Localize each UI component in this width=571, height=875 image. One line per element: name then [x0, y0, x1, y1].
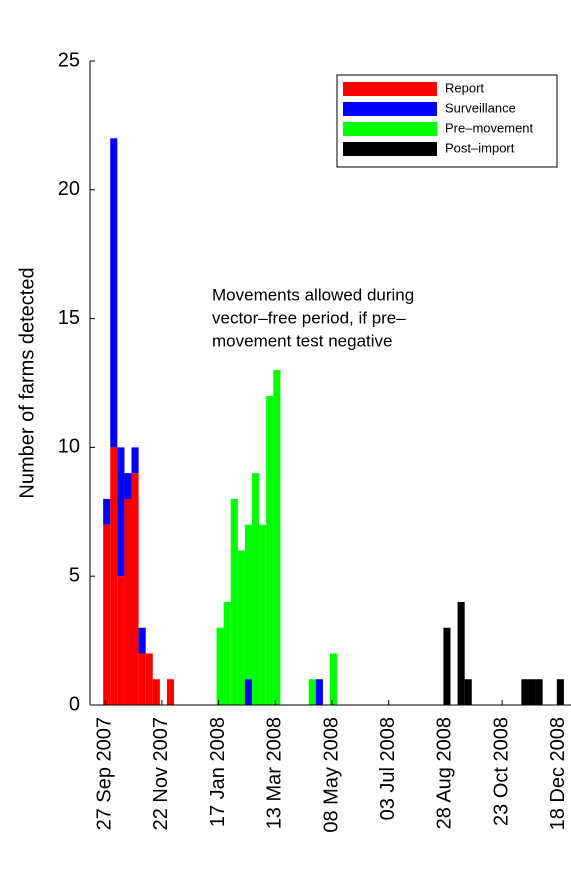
legend-swatch	[343, 122, 437, 136]
bar-segment	[110, 447, 118, 705]
annotation: movement test negative	[212, 331, 392, 350]
bar-segment	[237, 550, 245, 705]
bar-segment	[138, 627, 146, 654]
bar-segment	[535, 679, 543, 705]
x-tick-label: 27 Sep 2007	[93, 717, 115, 830]
bar-segment	[252, 473, 260, 705]
annotation: Movements allowed during	[212, 285, 414, 304]
bar-segment	[443, 627, 451, 705]
x-tick-label: 28 Aug 2008	[434, 717, 456, 829]
bar-segment	[556, 679, 564, 705]
bar-segment	[166, 679, 175, 705]
bar-segment	[223, 601, 231, 705]
bar-segment	[457, 601, 465, 705]
bar-segment	[117, 447, 125, 577]
bar-segment	[131, 473, 139, 705]
bar-segment	[110, 138, 118, 448]
x-tick-label: 23 Oct 2008	[490, 717, 512, 826]
y-tick-label: 0	[69, 693, 80, 715]
legend-swatch	[343, 102, 437, 116]
bar-segment	[131, 447, 139, 474]
bar-segment	[273, 370, 281, 705]
legend-swatch	[343, 82, 437, 96]
bar-segment	[103, 524, 111, 705]
bar-segment	[308, 679, 316, 705]
bar-segment	[124, 473, 132, 499]
legend-label: Post–import	[445, 140, 515, 155]
bar-segment	[138, 653, 146, 705]
x-tick-label: 17 Jan 2008	[207, 717, 229, 827]
legend-label: Surveillance	[445, 100, 516, 115]
bar-segment	[230, 498, 238, 705]
legend-label: Report	[445, 80, 484, 95]
bar-segment	[329, 653, 338, 705]
bar-segment	[528, 679, 536, 705]
bar-segment	[244, 679, 253, 705]
bar-segment	[464, 679, 472, 705]
x-tick-label: 22 Nov 2007	[150, 717, 172, 830]
x-tick-label: 13 Mar 2008	[264, 717, 286, 829]
x-tick-label: 03 Jul 2008	[377, 717, 399, 820]
bar-segment	[244, 524, 253, 680]
bar-segment	[315, 679, 323, 705]
bar-segment	[266, 395, 274, 705]
bar-segment	[521, 679, 529, 705]
annotation: vector–free period, if pre–	[212, 308, 406, 327]
y-tick-label: 20	[58, 178, 80, 200]
bar-segment	[145, 653, 153, 705]
bar-segment	[216, 627, 224, 705]
legend: Report Surveillance Pre–movement Post–impor…	[336, 74, 558, 168]
bar-segment	[103, 498, 111, 525]
legend-label: Pre–movement	[445, 120, 534, 135]
bar-segment	[152, 679, 160, 705]
y-tick-label: 5	[69, 564, 80, 586]
bar-segment	[124, 498, 132, 705]
y-tick-label: 25	[58, 49, 80, 71]
bar-segment	[259, 524, 267, 705]
legend-swatch	[343, 142, 437, 156]
x-tick-label: 08 May 2008	[320, 717, 342, 833]
bar-segment	[117, 576, 125, 705]
y-axis-label: Number of farms detected	[16, 267, 38, 498]
y-tick-label: 10	[58, 436, 80, 458]
y-tick-label: 15	[58, 307, 80, 329]
x-tick-label: 18 Dec 2008	[547, 717, 569, 830]
